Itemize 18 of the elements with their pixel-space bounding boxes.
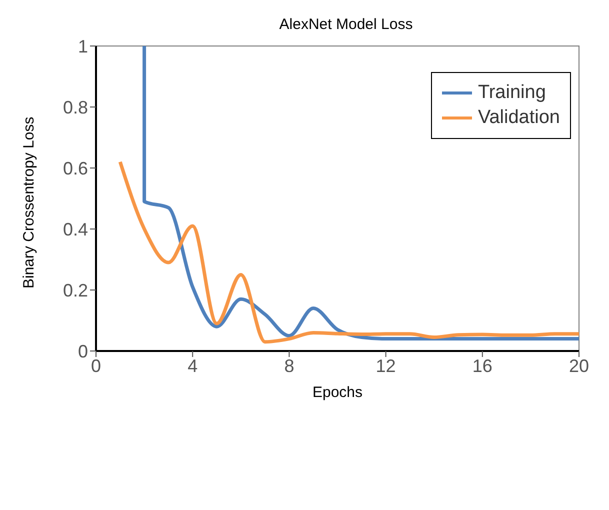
- x-axis-title: Epochs: [312, 384, 363, 401]
- y-tick-label: 0.6: [62, 158, 88, 178]
- y-tick-label: 1: [78, 36, 88, 56]
- legend-label: Training: [478, 82, 546, 104]
- x-tick-label: 4: [188, 356, 198, 376]
- x-tick-label: 8: [284, 356, 294, 376]
- x-tick-label: 12: [376, 356, 396, 376]
- y-tick-label: 0.8: [62, 97, 88, 118]
- y-tick-label: 0.2: [62, 280, 88, 300]
- x-tick-label: 0: [90, 356, 102, 376]
- legend-label: Validation: [478, 107, 560, 129]
- y-tick-label: 0.4: [62, 219, 88, 240]
- y-tick-label: 0: [78, 341, 88, 362]
- y-axis-title: Binary Crossentropy Loss: [20, 116, 38, 288]
- x-tick-label: 16: [472, 356, 492, 376]
- x-tick-label: 20: [568, 356, 590, 376]
- line-series: [118, 160, 579, 344]
- chart-title: AlexNet Model Loss: [278, 16, 414, 33]
